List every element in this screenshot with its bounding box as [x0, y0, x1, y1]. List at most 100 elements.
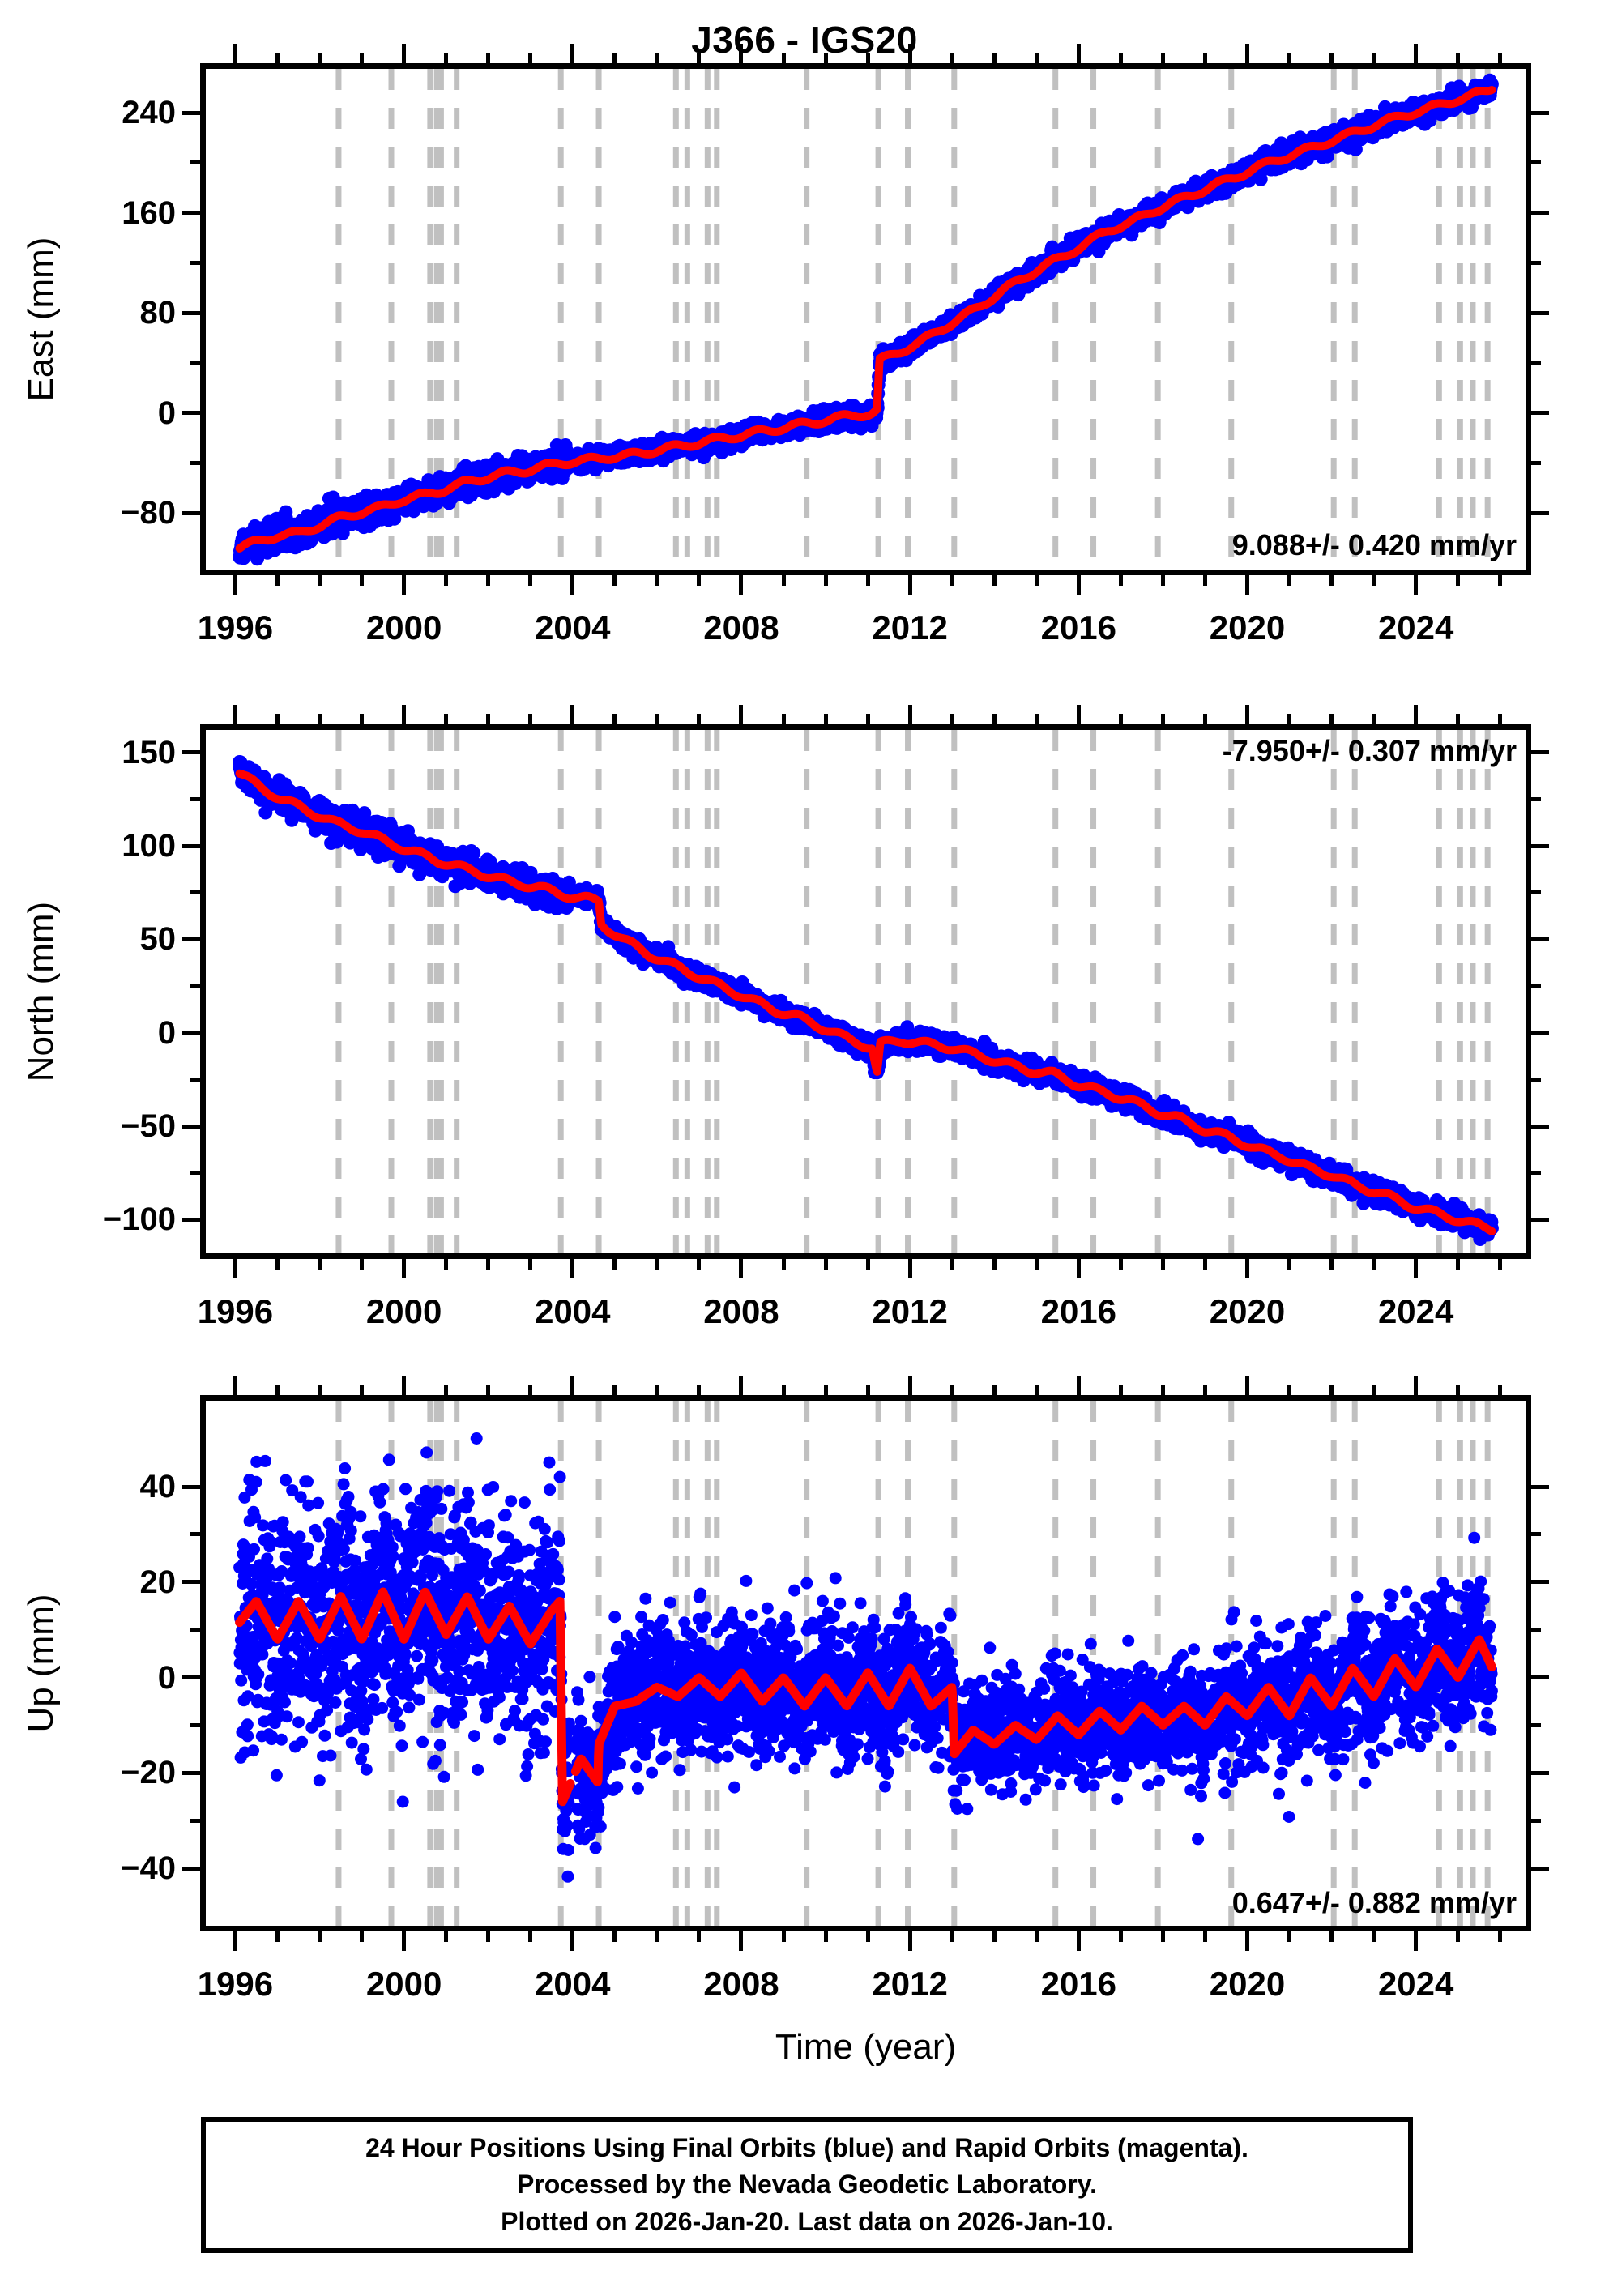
y-tick-label: −40 [121, 1850, 176, 1887]
x-tick-bottom [402, 1931, 407, 1951]
x-tick-label: 2008 [703, 1965, 779, 2003]
x-tick-minor [318, 1259, 322, 1270]
x-tick-minor [992, 53, 997, 63]
footer-line-1: 24 Hour Positions Using Final Orbits (bl… [365, 2132, 1248, 2162]
x-tick-label: 2004 [535, 608, 611, 647]
y-tick-minor [190, 1077, 200, 1082]
x-tick-minor [1372, 714, 1376, 724]
x-tick-top [739, 44, 744, 63]
x-tick-label: 2016 [1040, 1965, 1117, 2003]
y-tick-minor [1531, 890, 1541, 895]
x-tick-label: 2004 [535, 1965, 611, 2003]
x-tick-bottom [739, 1931, 744, 1951]
x-tick-bottom [907, 1931, 912, 1951]
x-tick-label: 2016 [1040, 1292, 1117, 1330]
x-tick-minor [1329, 575, 1334, 586]
x-tick-top [570, 1376, 575, 1395]
panel-north: North (mm) -7.950+/- 0.307 mm/yr 150 100 5… [21, 705, 1549, 1329]
y-tick-minor [190, 361, 200, 365]
x-tick-minor [1498, 714, 1503, 724]
x-tick-top [570, 705, 575, 724]
figure-title: J366 - IGS20 [691, 19, 918, 61]
x-tick-minor [950, 53, 954, 63]
x-tick-minor [1498, 575, 1503, 586]
x-tick-minor [1456, 1385, 1461, 1395]
x-tick-minor [823, 1931, 828, 1942]
x-tick-minor [1456, 575, 1461, 586]
x-tick-bottom [233, 1259, 237, 1278]
x-tick-minor [781, 53, 786, 63]
x-tick-bottom [1245, 1259, 1249, 1278]
x-tick-top [1076, 705, 1081, 724]
y-tick-right [1531, 1484, 1549, 1489]
x-tick-minor [865, 1259, 870, 1270]
x-tick-minor [655, 1385, 659, 1395]
x-tick-top [233, 705, 237, 724]
x-tick-top [402, 44, 407, 63]
x-tick-minor [1372, 575, 1376, 586]
x-tick-bottom [1076, 575, 1081, 595]
x-tick-minor [318, 53, 322, 63]
x-tick-minor [823, 53, 828, 63]
model-line [235, 86, 1496, 553]
x-tick-label: 2020 [1209, 608, 1286, 647]
y-tick-left [182, 1675, 200, 1680]
y-tick-label: 240 [122, 95, 176, 131]
x-tick-label: 2020 [1209, 1965, 1286, 2003]
x-tick-label: 2012 [872, 1292, 948, 1330]
x-tick-minor [865, 1385, 870, 1395]
panel-up-frame [200, 1395, 1531, 1931]
x-tick-minor [528, 53, 533, 63]
x-tick-minor [612, 1259, 617, 1270]
x-tick-minor [318, 1385, 322, 1395]
x-tick-top [402, 1376, 407, 1395]
x-tick-top [1245, 44, 1249, 63]
panel-east-frame [200, 63, 1531, 575]
x-tick-minor [655, 575, 659, 586]
x-tick-minor [865, 714, 870, 724]
x-tick-minor [1202, 575, 1207, 586]
y-tick-left [182, 1217, 200, 1222]
x-tick-bottom [1414, 575, 1419, 595]
x-tick-top [570, 44, 575, 63]
y-tick-minor [1531, 461, 1541, 466]
x-tick-minor [1498, 1259, 1503, 1270]
x-axis-title: Time (year) [775, 2027, 957, 2067]
x-tick-top [1414, 1376, 1419, 1395]
y-tick-minor [1531, 1532, 1541, 1537]
y-tick-left [182, 750, 200, 755]
x-tick-minor [697, 53, 702, 63]
x-tick-minor [1456, 53, 1461, 63]
y-tick-minor [1531, 796, 1541, 801]
x-tick-minor [823, 714, 828, 724]
y-tick-left [182, 1770, 200, 1775]
y-tick-right [1531, 1124, 1549, 1129]
x-tick-bottom [570, 1259, 575, 1278]
x-tick-minor [318, 575, 322, 586]
model-line [235, 1587, 575, 1807]
x-tick-label: 1996 [197, 608, 274, 647]
x-tick-minor [1118, 1259, 1123, 1270]
x-tick-minor [1287, 53, 1292, 63]
x-tick-minor [318, 1931, 322, 1942]
x-tick-minor [1456, 714, 1461, 724]
x-tick-minor [950, 1931, 954, 1942]
y-tick-minor [190, 160, 200, 165]
x-tick-top [1414, 44, 1419, 63]
y-tick-left [182, 1031, 200, 1035]
panel-up-rate: 0.647+/- 0.882 mm/yr [1231, 1886, 1517, 1919]
x-tick-minor [1329, 1931, 1334, 1942]
x-tick-minor [1456, 1931, 1461, 1942]
x-tick-minor [528, 1931, 533, 1942]
x-tick-bottom [1245, 1931, 1249, 1951]
x-tick-minor [612, 1931, 617, 1942]
x-tick-minor [1287, 575, 1292, 586]
y-tick-left [182, 310, 200, 315]
y-tick-minor [190, 1628, 200, 1632]
y-tick-minor [190, 461, 200, 466]
x-tick-minor [1118, 1931, 1123, 1942]
x-tick-minor [1498, 1931, 1503, 1942]
x-tick-minor [1329, 53, 1334, 63]
y-tick-left [182, 937, 200, 941]
